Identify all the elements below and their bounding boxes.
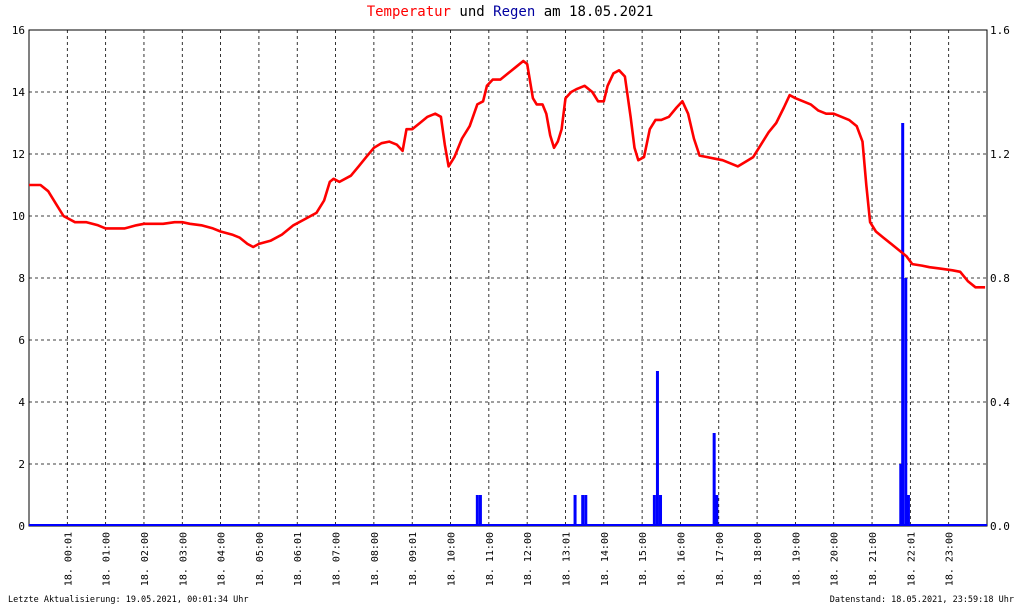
y-right-tick-label: 1.6 (990, 24, 1010, 37)
x-tick-label: 18. 12:00 (523, 532, 534, 586)
x-tick-label: 18. 14:00 (600, 532, 611, 586)
x-tick-label: 18. 02:00 (140, 532, 151, 586)
y-left-tick-label: 4 (18, 396, 25, 409)
x-tick-label: 18. 18:00 (753, 532, 764, 586)
x-tick-label: 18. 08:00 (370, 532, 381, 586)
rain-bar (584, 495, 588, 526)
x-tick-label: 18. 17:00 (715, 532, 726, 586)
x-tick-label: 18. 03:00 (178, 532, 189, 586)
y-left-tick-label: 2 (18, 458, 25, 471)
x-tick-label: 18. 00:01 (63, 532, 74, 586)
rain-bar (901, 123, 905, 526)
y-right-tick-label: 1.2 (990, 148, 1010, 161)
y-right-tick-label: 0.8 (990, 272, 1010, 285)
x-tick-label: 18. 05:00 (255, 532, 266, 586)
x-tick-label: 18. 20:00 (830, 532, 841, 586)
rain-bar (655, 371, 659, 526)
footer-data-status: Datenstand: 18.05.2021, 23:59:18 Uhr (829, 595, 1014, 605)
y-left-tick-label: 0 (18, 520, 25, 533)
x-tick-label: 18. 19:00 (791, 532, 802, 586)
title-and: und (450, 4, 494, 20)
x-tick-label: 18. 10:00 (447, 532, 458, 586)
y-left-tick-label: 16 (12, 24, 25, 37)
x-tick-label: 18. 09:01 (408, 532, 419, 586)
title-date: am 18.05.2021 (535, 4, 654, 20)
y-left-tick-label: 12 (12, 148, 25, 161)
y-left-tick-label: 6 (18, 334, 25, 347)
y-left-tick-label: 10 (12, 210, 25, 223)
y-left-tick-label: 14 (12, 86, 26, 99)
title-temperature: Temperatur (366, 4, 451, 20)
footer-last-update: Letzte Aktualisierung: 19.05.2021, 00:01… (8, 595, 249, 605)
chart-title: Temperatur und Regen am 18.05.2021 (0, 4, 1020, 20)
rain-bar (581, 495, 585, 526)
plot-frame (28, 29, 988, 527)
y-right-tick-label: 0.4 (990, 396, 1010, 409)
title-rain: Regen (493, 4, 536, 20)
y-right-tick-label: 0.0 (990, 520, 1010, 533)
x-tick-label: 18. 13:01 (561, 532, 572, 586)
rain-bar (904, 278, 908, 526)
rain-bar (906, 495, 910, 526)
rain-bar (573, 495, 577, 526)
rain-bar (899, 464, 903, 526)
y-left-tick-label: 8 (18, 272, 25, 285)
x-tick-label: 18. 11:00 (485, 532, 496, 586)
rain-bar (475, 495, 479, 526)
x-tick-label: 18. 04:00 (217, 532, 228, 586)
rain-bar (659, 495, 663, 526)
x-tick-label: 18. 16:00 (676, 532, 687, 586)
rain-bar (478, 495, 482, 526)
rain-bar (715, 495, 719, 526)
rain-bar (652, 495, 656, 526)
rain-bar (712, 433, 716, 526)
x-tick-label: 18. 15:00 (638, 532, 649, 586)
x-tick-label: 18. 01:00 (102, 532, 113, 586)
x-tick-label: 18. 06:01 (293, 532, 304, 586)
x-tick-label: 18. 22:01 (906, 532, 917, 586)
x-tick-label: 18. 23:00 (945, 532, 956, 586)
x-tick-label: 18. 21:00 (868, 532, 879, 586)
temperature-line (29, 59, 986, 289)
x-tick-label: 18. 07:00 (332, 532, 343, 586)
